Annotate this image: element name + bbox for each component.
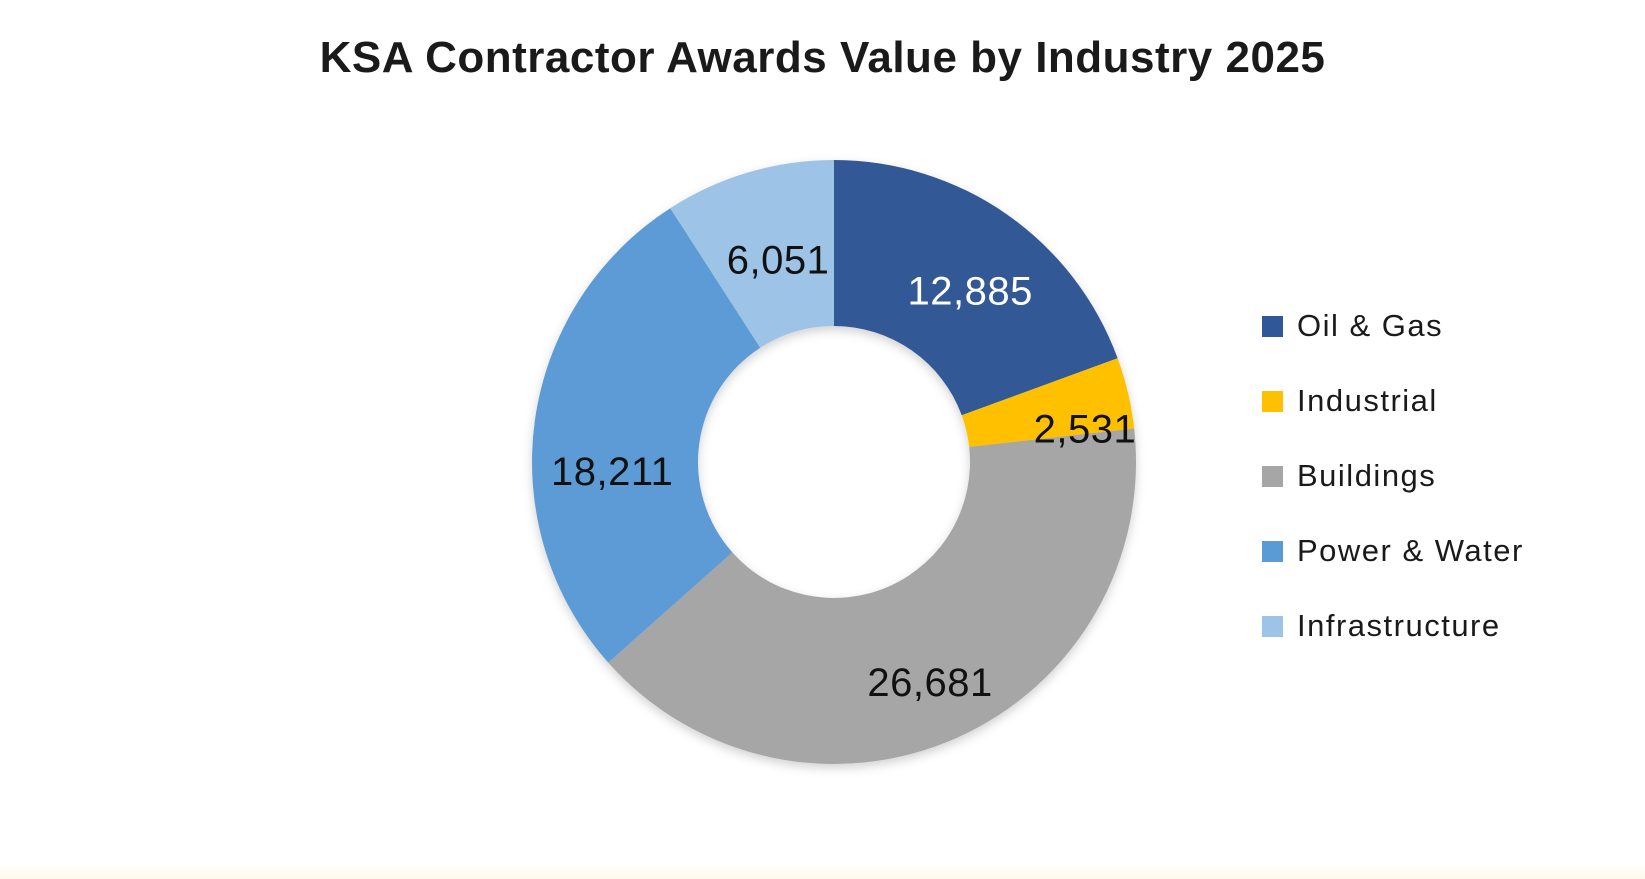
footer-strip xyxy=(0,866,1645,879)
legend-label-industrial: Industrial xyxy=(1297,383,1438,418)
slice-label-infrastructure: 6,051 xyxy=(727,239,830,283)
legend-swatch-oil-and-gas xyxy=(1262,315,1283,337)
legend-swatch-industrial xyxy=(1262,390,1283,412)
legend-label-buildings: Buildings xyxy=(1297,458,1437,493)
slice-label-power-and-water: 18,211 xyxy=(551,450,673,494)
legend-item-industrial: Industrial xyxy=(1262,383,1524,418)
legend: Oil & Gas Industrial Buildings Power & Wate… xyxy=(1262,308,1524,643)
legend-label-power-and-water: Power & Water xyxy=(1297,533,1524,568)
legend-label-oil-and-gas: Oil & Gas xyxy=(1297,308,1444,343)
slice-label-industrial: 2,531 xyxy=(1034,408,1137,452)
chart-title: KSA Contractor Awards Value by Industry … xyxy=(319,33,1326,82)
legend-item-oil-and-gas: Oil & Gas xyxy=(1262,308,1524,343)
slice-industrial xyxy=(961,358,1135,447)
legend-swatch-infrastructure xyxy=(1262,615,1283,637)
slice-label-oil-and-gas: 12,885 xyxy=(908,270,1033,314)
legend-item-power-and-water: Power & Water xyxy=(1262,533,1524,568)
legend-swatch-power-and-water xyxy=(1262,540,1283,562)
slice-infrastructure xyxy=(670,160,834,348)
slice-power-and-water xyxy=(532,208,761,663)
donut-slices xyxy=(532,160,1137,765)
slice-oil-and-gas xyxy=(834,160,1118,416)
slice-buildings xyxy=(608,428,1137,765)
legend-item-buildings: Buildings xyxy=(1262,458,1524,493)
slice-label-buildings: 26,681 xyxy=(867,661,992,705)
legend-label-infrastructure: Infrastructure xyxy=(1297,608,1501,643)
legend-item-infrastructure: Infrastructure xyxy=(1262,608,1524,643)
legend-swatch-buildings xyxy=(1262,465,1283,487)
